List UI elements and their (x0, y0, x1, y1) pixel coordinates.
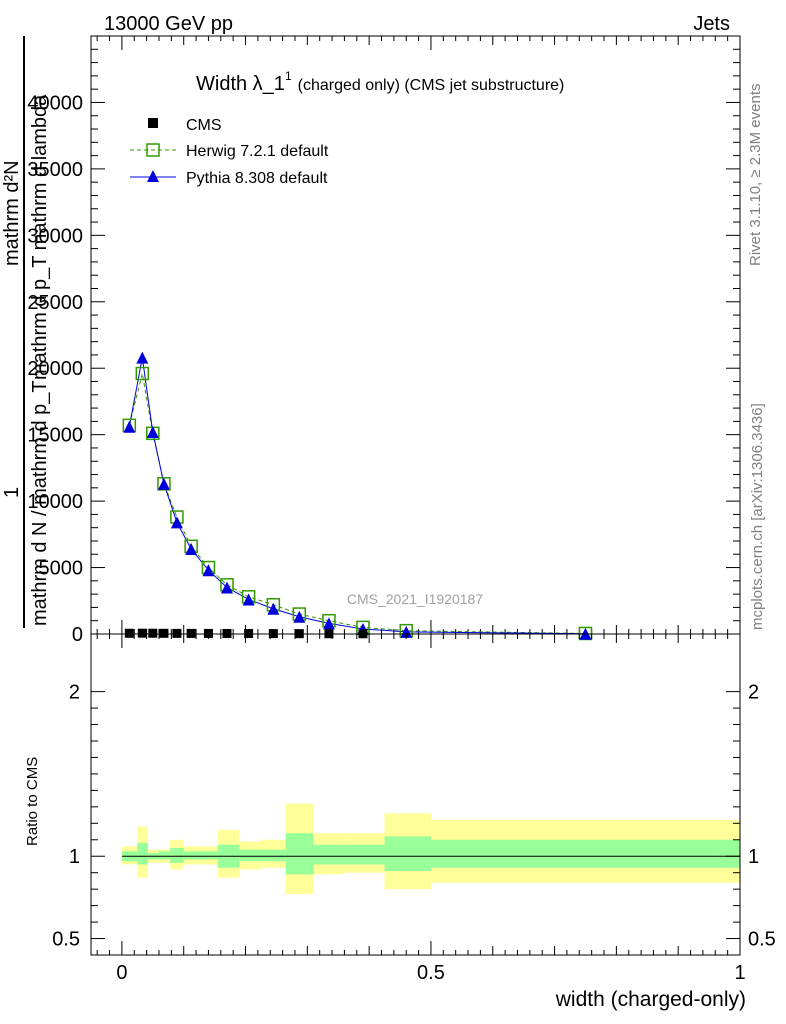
chart-title: Width λ_11 (charged only) (CMS jet substr… (196, 69, 564, 95)
legend-cms-label: CMS (186, 117, 222, 134)
y-tick-label: 10000 (27, 491, 83, 513)
pythia-point (123, 420, 136, 433)
cms-point (137, 628, 147, 638)
legend-pythia-marker (147, 170, 159, 182)
pythia-point (202, 564, 215, 577)
ratio-band-inner (313, 844, 345, 865)
ratio-bands (121, 803, 740, 895)
herwig-point (135, 366, 150, 381)
ratio-tick-label-left: 1 (69, 846, 80, 868)
cms-point (203, 628, 213, 638)
chart-title-sup: 1 (285, 69, 292, 83)
ylabel-bottom-1: 1 (1, 487, 23, 498)
ratio-band-inner (239, 849, 261, 862)
pythia-point (146, 426, 159, 439)
upper-axes: 0 5000 10000 15000 20000 25000 30000 35000 40000 (27, 36, 741, 646)
chart-title-main: Width λ_1 (196, 73, 285, 95)
y-tick-label: 25000 (27, 292, 83, 314)
ratio-band-inner (137, 843, 148, 865)
y-tick-label: 30000 (27, 225, 83, 247)
ratio-band-inner (384, 836, 431, 872)
y-tick-label: 20000 (27, 358, 83, 380)
x-tick-label: 0.5 (417, 962, 445, 984)
ylabel-top-1: mathrm d²N (1, 160, 23, 266)
y-tick-label: 35000 (27, 159, 83, 181)
pythia-point (400, 625, 413, 638)
legend-pythia-label: Pythia 8.308 default (186, 170, 328, 187)
upper-series (122, 351, 593, 641)
analysis-watermark: CMS_2021_I1920187 (347, 591, 483, 607)
ratio-tick-label-right: 1 (748, 846, 759, 868)
ratio-frame (90, 633, 741, 956)
cms-point (159, 628, 169, 638)
pythia-point (242, 593, 255, 606)
ratio-tick-label-left: 0.5 (52, 929, 80, 951)
cms-point (148, 628, 158, 638)
ratio-band-inner (199, 851, 218, 860)
ratio-band-inner (344, 844, 385, 865)
cms-point (186, 628, 196, 638)
header-right: Jets (693, 13, 730, 35)
header-left: 13000 GeV pp (104, 13, 233, 35)
x-axis-label: width (charged-only) (555, 988, 746, 1011)
ratio-tick-label-right: 0.5 (748, 929, 776, 951)
ratio-band-inner (158, 851, 171, 860)
cms-point (124, 628, 134, 638)
ratio-band-inner (170, 848, 184, 863)
pythia-point (220, 581, 233, 594)
pythia-point (267, 602, 280, 615)
cms-point (172, 628, 182, 638)
y-tick-label: 15000 (27, 425, 83, 447)
ratio-band-inner (260, 849, 286, 862)
side-rivet: Rivet 3.1.10, ≥ 2.3M events (747, 84, 764, 267)
y-axis-label: mathrm d²N mathrm d p_T mathrm d lambda … (1, 36, 51, 628)
ratio-band-inner (183, 851, 200, 860)
ratio-band-inner (285, 833, 314, 875)
x-tick-label: 0 (116, 962, 127, 984)
pythia-point (157, 477, 170, 490)
cms-point (222, 628, 232, 638)
ratio-ylabel: Ratio to CMS (24, 757, 41, 846)
y-tick-label: 5000 (39, 558, 84, 580)
legend-cms-marker (148, 118, 158, 128)
ratio-axes: 0 0.5 10.5 0.51 12 2 (52, 634, 776, 984)
y-tick-label: 40000 (27, 92, 83, 114)
pythia-point (185, 542, 198, 555)
x-tick-label: 1 (734, 962, 745, 984)
pythia-point (170, 516, 183, 529)
legend: CMS Herwig 7.2.1 default Pythia 8.308 de… (130, 117, 329, 187)
ylabel-top-2: mathrm d p_T mathrm d lambda (29, 94, 51, 380)
pythia-point (322, 617, 335, 630)
ratio-band-inner (430, 839, 740, 868)
ylabel-bottom-2: mathrm d N / mathrm d p_T (29, 380, 51, 626)
legend-herwig-label: Herwig 7.2.1 default (186, 143, 329, 160)
pythia-point (136, 351, 149, 364)
y-tick-label: 0 (72, 624, 83, 646)
ratio-tick-label-right: 2 (748, 682, 759, 704)
side-mcplots: mcplots.cern.ch [arXiv:1306.3436] (749, 403, 766, 630)
ratio-tick-label-left: 2 (69, 682, 80, 704)
chart-title-rest: (charged only) (CMS jet substructure) (298, 77, 565, 94)
pythia-point (293, 610, 306, 623)
legend-herwig-marker (146, 143, 160, 157)
